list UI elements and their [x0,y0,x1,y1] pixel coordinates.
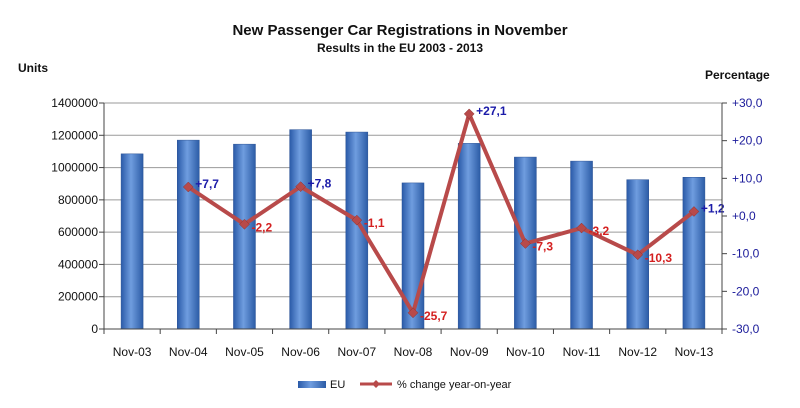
chart-title: New Passenger Car Registrations in Novem… [232,22,567,39]
point-pct-change [520,238,531,249]
bar-eu [682,177,706,330]
left-tick-label: 200000 [58,290,98,304]
right-tick-label: +0,0 [732,209,756,223]
label-pct-change: -10,3 [645,251,673,265]
left-tick-label: 0 [91,322,98,336]
point-pct-change [239,218,250,230]
label-pct-change: -3,2 [589,224,610,238]
x-tick-label: Nov-04 [169,345,208,359]
point-pct-change [576,222,587,234]
right-tick-label: +20,0 [732,134,763,148]
right-axis-title: Percentage [705,68,770,82]
label-pct-change: +27,1 [476,104,507,118]
left-tick-label: 1200000 [51,128,98,142]
point-pct-change [407,307,419,319]
bar-eu [457,143,481,330]
right-tick-label: -30,0 [732,322,760,336]
left-axis-title: Units [18,61,48,75]
label-pct-change: -2,2 [251,220,272,234]
legend-swatch-eu [298,381,326,388]
right-tick-label: +10,0 [732,171,763,185]
point-pct-change [295,181,306,192]
label-pct-change: +7,7 [195,177,219,191]
x-tick-label: Nov-09 [450,345,489,359]
x-tick-label: Nov-13 [675,345,714,359]
x-tick-label: Nov-08 [394,345,433,359]
x-tick-label: Nov-06 [281,345,320,359]
x-tick-label: Nov-07 [337,345,376,359]
bar-eu [177,139,200,330]
axes-layer: 0 200000 400000 600000 800000 1000000 1200000 1… [51,96,762,359]
label-pct-change: +1,2 [701,201,725,215]
right-tick-label: -10,0 [732,247,760,261]
legend-label-eu: EU [330,379,345,391]
x-tick-label: Nov-12 [618,345,657,359]
x-tick-label: Nov-10 [506,345,545,359]
left-tick-label: 800000 [58,193,98,207]
point-pct-change [632,249,644,261]
bar-eu [233,143,256,330]
left-tick-label: 1400000 [51,96,98,110]
point-pct-change [463,108,475,120]
label-pct-change: -1,1 [364,216,385,230]
point-pct-change [688,206,700,217]
label-pct-change: -25,7 [420,309,448,323]
legend: EU % change year-on-year [298,379,512,391]
x-tick-label: Nov-05 [225,345,264,359]
bars-layer [120,129,706,330]
x-tick-label: Nov-11 [563,345,601,359]
left-tick-label: 400000 [58,257,98,271]
line-pct-change [187,111,696,315]
label-pct-change: -7,3 [532,239,553,253]
bar-eu [120,153,144,330]
bar-eu [570,160,593,330]
left-tick-label: 1000000 [51,161,98,175]
chart-subtitle: Results in the EU 2003 - 2013 [317,41,483,55]
legend-label-pct: % change year-on-year [397,379,512,391]
point-pct-change [182,181,194,193]
right-tick-label: +30,0 [732,96,763,110]
point-pct-change [351,214,363,226]
bar-eu [289,129,312,330]
label-pct-change: +7,8 [308,177,332,191]
legend-marker-pct [372,380,380,388]
x-tick-label: Nov-03 [113,345,152,359]
right-tick-label: -20,0 [732,284,760,298]
line-layer: +7,7 -2,2 +7,8 -1,1 -25,7 +27,1 -7,3 -3,2 -10,3 +… [182,104,725,323]
left-tick-label: 600000 [58,225,98,239]
